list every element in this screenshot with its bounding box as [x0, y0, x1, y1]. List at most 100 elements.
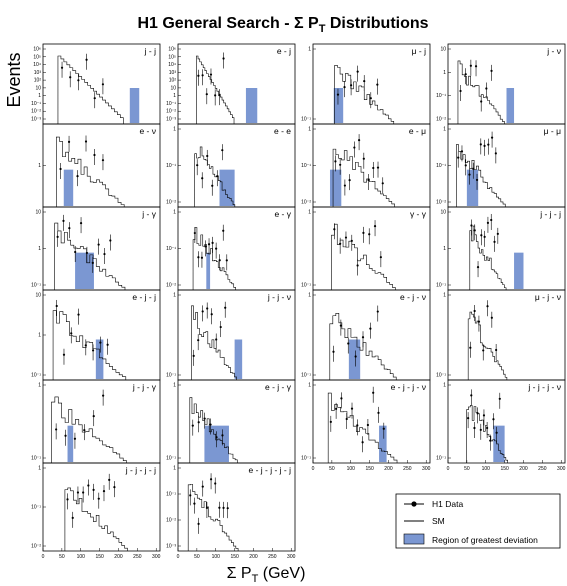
panel-frame: [177, 43, 296, 125]
deviation-region: [129, 88, 140, 123]
data-point: [85, 251, 89, 255]
panel-label: e - μ: [409, 126, 426, 136]
panel-8: μ - μ 1 10⁻¹ 10⁻²: [436, 123, 566, 208]
y-tick-label: 1: [173, 127, 176, 133]
x-tick-label: 50: [329, 466, 335, 472]
data-point: [210, 313, 213, 316]
y-tick-label: 10⁻¹: [301, 373, 311, 379]
y-tick-label: 10⁻²: [436, 200, 446, 206]
deviation-region: [329, 169, 342, 206]
data-point: [487, 143, 490, 146]
data-point: [367, 178, 370, 182]
x-tick-label: 200: [519, 466, 528, 472]
data-point: [480, 100, 483, 103]
panel-label: e - j - γ: [265, 382, 292, 392]
data-point: [206, 154, 209, 158]
data-point: [205, 506, 209, 510]
y-tick-label: 10⁻²: [166, 518, 176, 524]
data-point: [479, 428, 482, 431]
sm-histogram: [51, 396, 127, 463]
data-point: [356, 264, 359, 267]
panel-label: j - γ: [141, 209, 156, 219]
data-point: [485, 87, 488, 90]
data-point: [85, 58, 88, 61]
sm-histogram: [331, 223, 396, 290]
data-point: [97, 243, 100, 246]
panel-label: j - ν: [546, 46, 561, 56]
panel-14: j - j - ν 1 10⁻¹: [166, 289, 296, 381]
data-point: [221, 434, 224, 437]
panel-4: j - ν 10 1 10⁻¹ 10⁻²: [436, 43, 566, 125]
data-point: [486, 426, 489, 430]
data-point: [197, 421, 200, 424]
panel-5: e - ν 1: [38, 123, 161, 208]
y-tick-label: 10⁵: [168, 54, 176, 60]
y-tick-label: 10⁻¹: [436, 283, 446, 289]
data-point: [200, 256, 204, 259]
data-point: [56, 235, 59, 238]
data-point: [204, 245, 207, 248]
data-point: [376, 310, 379, 313]
x-tick-label: 250: [268, 554, 277, 560]
y-tick-label: 10⁻¹: [436, 93, 446, 99]
y-tick-label: 10²: [169, 78, 177, 84]
data-point: [469, 64, 472, 67]
panel-label: e - ν: [139, 126, 156, 136]
deviation-region: [379, 425, 387, 462]
data-point: [494, 152, 497, 155]
data-point: [215, 338, 218, 341]
y-tick-label: 10⁻²: [166, 200, 176, 206]
data-point: [368, 233, 371, 236]
x-tick-label: 100: [77, 554, 86, 560]
data-point: [64, 434, 67, 437]
data-point: [66, 498, 69, 501]
y-tick-label: 1: [173, 93, 176, 99]
panel-frame: [177, 123, 296, 208]
deviation-region: [95, 339, 104, 379]
y-tick-label: 10⁻³: [31, 117, 41, 123]
data-point: [209, 478, 213, 481]
data-point: [356, 70, 359, 73]
panel-frame: [177, 462, 296, 552]
legend-label-data: H1 Data: [432, 499, 463, 509]
data-point: [350, 407, 354, 410]
x-tick-label: 150: [365, 466, 374, 472]
data-point: [469, 346, 472, 349]
data-point: [495, 348, 498, 352]
data-point: [76, 175, 79, 178]
data-point: [344, 236, 348, 239]
y-tick-label: 10⁻³: [166, 117, 176, 123]
data-point: [479, 143, 482, 146]
y-tick-label: 10⁴: [168, 62, 176, 68]
data-point: [77, 79, 80, 82]
y-tick-label: 10⁻¹: [166, 492, 176, 498]
data-point: [357, 139, 361, 142]
panel-label: j - j - j - j: [125, 465, 156, 475]
data-point: [69, 76, 72, 79]
panel-label: j - j: [144, 46, 156, 56]
data-point: [490, 69, 493, 72]
deviation-region: [333, 88, 344, 123]
x-tick-label: 250: [133, 554, 142, 560]
figure-title: H1 General Search - Σ PT Distributions: [137, 15, 428, 35]
panel-label: μ - μ: [544, 126, 561, 136]
y-tick-label: 1: [308, 127, 311, 133]
data-point: [192, 354, 195, 357]
data-point: [93, 153, 96, 157]
sm-histogram: [457, 60, 505, 124]
data-point: [353, 146, 356, 149]
panel-20: j - j - j - ν 1 10⁻¹0 50 100 150 200 250 300: [436, 379, 566, 472]
data-point: [222, 506, 225, 509]
data-point: [206, 307, 209, 310]
deviation-region: [67, 425, 74, 462]
x-tick-label: 300: [422, 466, 431, 472]
data-point: [362, 231, 365, 234]
panel-6: e - e 1 10⁻¹ 10⁻²: [166, 123, 296, 208]
data-point: [91, 261, 94, 264]
data-point: [377, 411, 380, 414]
data-point: [496, 232, 499, 235]
x-tick-label: 0: [312, 466, 315, 472]
y-tick-label: 10⁻¹: [166, 373, 176, 379]
panel-3: μ - j 1 10⁻¹: [301, 43, 431, 125]
